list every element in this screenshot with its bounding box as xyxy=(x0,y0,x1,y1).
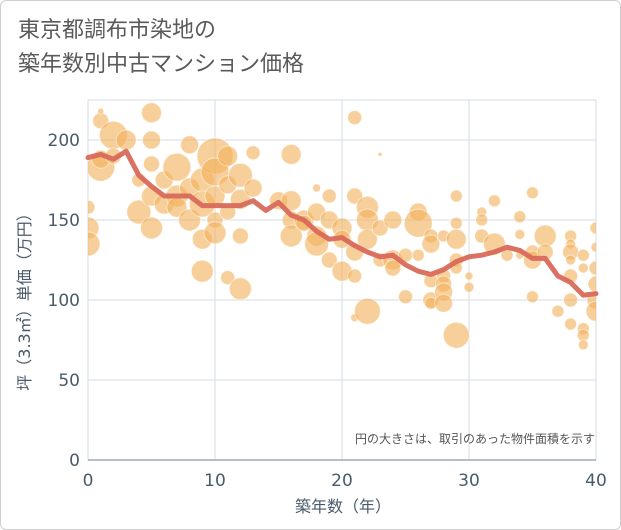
data-point xyxy=(564,317,578,331)
data-point xyxy=(377,151,383,157)
data-point xyxy=(449,216,463,230)
data-point xyxy=(115,129,137,151)
y-tick-label: 100 xyxy=(48,291,80,311)
data-point xyxy=(403,208,433,238)
data-point xyxy=(227,162,253,188)
data-point xyxy=(245,145,261,161)
data-point xyxy=(487,194,501,208)
y-tick-label: 150 xyxy=(48,211,80,231)
data-point xyxy=(88,231,101,257)
data-point xyxy=(280,143,302,165)
data-point xyxy=(445,228,467,250)
data-point xyxy=(442,321,470,349)
data-point xyxy=(463,281,475,293)
data-point xyxy=(590,241,596,253)
data-point xyxy=(526,290,539,304)
data-point xyxy=(514,228,526,240)
data-point xyxy=(142,130,161,150)
data-point xyxy=(513,210,527,224)
data-point xyxy=(464,271,474,281)
data-point xyxy=(356,228,378,250)
x-tick-label: 0 xyxy=(83,471,94,491)
x-tick-label: 10 xyxy=(204,471,226,491)
y-tick-label: 50 xyxy=(58,371,80,391)
data-point xyxy=(279,224,303,248)
data-point xyxy=(162,152,192,182)
data-point xyxy=(190,259,214,283)
data-point xyxy=(383,210,403,230)
chart-title: 東京都調布市染地の 築年数別中古マンション価格 xyxy=(18,14,304,82)
data-point xyxy=(585,300,596,322)
data-point xyxy=(434,293,454,313)
x-axis-label: 築年数（年） xyxy=(295,497,391,516)
chart-title-line2: 築年数別中古マンション価格 xyxy=(18,52,305,77)
data-point xyxy=(551,304,565,318)
x-tick-label: 30 xyxy=(458,471,480,491)
data-point xyxy=(421,234,441,254)
data-point xyxy=(180,135,200,155)
data-point xyxy=(411,248,425,262)
data-point xyxy=(312,183,322,193)
data-point xyxy=(526,186,539,200)
trend-line xyxy=(85,148,599,298)
chart-title-line1: 東京都調布市染地の xyxy=(18,18,217,43)
chart-annotation: 円の大きさは、取引のあった物件面積を示す xyxy=(355,431,595,446)
data-point xyxy=(231,227,249,245)
data-point xyxy=(576,248,590,262)
x-tick-label: 40 xyxy=(585,471,607,491)
data-point xyxy=(320,251,338,269)
y-tick-label: 200 xyxy=(48,131,80,151)
data-point xyxy=(347,268,363,284)
data-point xyxy=(141,102,162,124)
y-axis-label: 坪（3.3㎡）単価（万円） xyxy=(15,205,34,390)
data-point xyxy=(88,199,96,215)
data-point xyxy=(475,213,489,227)
data-point xyxy=(126,199,152,225)
data-point xyxy=(577,339,589,351)
data-point xyxy=(220,270,236,286)
data-point xyxy=(398,289,413,305)
data-point xyxy=(588,260,596,276)
data-point xyxy=(589,221,596,235)
data-point xyxy=(384,259,402,277)
data-point xyxy=(243,178,263,198)
data-point xyxy=(217,145,239,167)
data-point xyxy=(449,189,463,203)
data-point xyxy=(563,292,579,308)
data-point xyxy=(143,155,160,173)
data-point xyxy=(587,275,596,293)
data-point xyxy=(140,216,163,240)
data-point xyxy=(97,107,105,115)
data-point xyxy=(321,188,337,204)
data-point xyxy=(203,221,227,245)
data-point xyxy=(577,262,589,274)
data-point xyxy=(565,254,577,266)
data-point xyxy=(347,110,363,126)
y-tick-label: 0 xyxy=(69,451,80,471)
axes: 0 50 100 150 200 0 10 20 30 40 xyxy=(48,131,607,491)
data-point xyxy=(353,297,381,325)
x-tick-label: 20 xyxy=(331,471,353,491)
data-point xyxy=(228,277,252,301)
trend-layer xyxy=(85,148,599,298)
